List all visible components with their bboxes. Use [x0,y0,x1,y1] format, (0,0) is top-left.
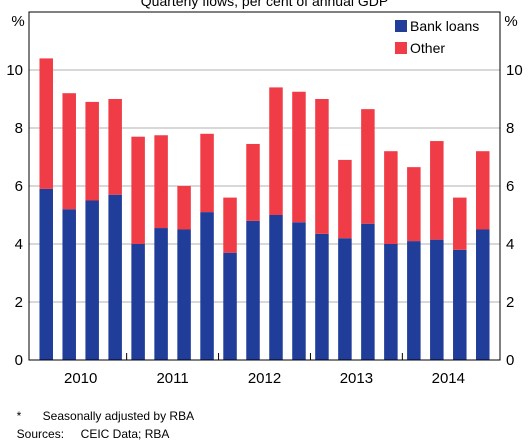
bar-other [223,197,237,253]
footnote-text: Seasonally adjusted by RBA [42,409,195,423]
x-tick-label: 2012 [248,370,281,387]
legend-swatch [395,42,407,54]
bar-bank-loans [315,233,329,360]
bar-other [384,151,398,244]
bar-other [39,58,53,189]
bar-other [85,101,99,201]
bar-other [292,91,306,223]
x-tick-label: 2014 [432,370,465,387]
bar-other [407,167,421,242]
bar-bank-loans [177,229,191,360]
bar-bank-loans [292,222,306,360]
sources-text: CEIC Data; RBA [80,427,170,441]
bar-bank-loans [154,228,168,360]
bar-bank-loans [246,220,260,360]
footnote-seasonal: * Seasonally adjusted by RBA [10,395,194,423]
x-tick-label: 2011 [156,370,188,387]
bar-bank-loans [269,215,283,360]
stacked-bar-chart: 0 2 4 6 8 10% 0 2 4 6 8 10% 2010 2011 2012 2013 2014 B… [6,11,523,387]
x-axis: 2010 2011 2012 2013 2014 [64,353,465,387]
bar-other [453,197,467,250]
y-unit-label-left: % [11,13,24,30]
y-tick-label-left: 4 [15,236,23,253]
bar-other [154,135,168,229]
bar-bank-loans [453,249,467,360]
y-tick-label-left: 10 [6,62,23,79]
bar-other [200,133,214,213]
gridlines [29,69,500,303]
bar-other [476,151,490,230]
legend: Bank loans Other [395,18,479,56]
bar-bank-loans [62,209,76,360]
bar-bank-loans [338,238,352,360]
y-tick-label-right: 6 [506,178,514,195]
bar-bank-loans [430,239,444,360]
bar-other [315,99,329,234]
bar-bank-loans [200,212,214,360]
bar-other [430,141,444,240]
legend-label: Other [410,40,445,56]
bar-other [361,109,375,224]
x-tick-label: 2010 [64,370,97,387]
y-tick-label-right: 0 [506,352,514,369]
bar-bank-loans [39,188,53,360]
footnote-marker: * [16,409,22,423]
y-unit-label-right: % [504,13,517,30]
bar-bank-loans [85,200,99,360]
sources-label: Sources: [16,427,65,441]
bar-bank-loans [361,223,375,360]
y-tick-label-right: 2 [506,294,514,311]
y-tick-label-right: 8 [506,120,514,137]
plot-frame [28,11,501,361]
bar-other [62,93,76,210]
y-tick-label-left: 6 [15,178,23,195]
y-tick-label-right: 4 [506,236,514,253]
bar-other [177,186,191,230]
y-tick-label-right: 10 [506,62,523,79]
y-axis-right: 0 2 4 6 8 10% [504,13,522,369]
bar-bank-loans [407,241,421,360]
bar-other [108,99,122,195]
legend-swatch [395,20,407,32]
footnote-sources: Sources: CEIC Data; RBA [10,413,170,441]
bar-other [338,159,352,239]
bar-bank-loans [223,252,237,360]
bar-other [131,136,145,244]
bar-other [269,87,283,215]
bar-bank-loans [108,194,122,360]
bar-bank-loans [131,244,145,360]
x-tick-label: 2013 [340,370,373,387]
legend-label: Bank loans [410,18,479,34]
y-tick-label-left: 2 [15,294,23,311]
bar-other [246,143,260,221]
y-tick-label-left: 0 [15,352,23,369]
chart-subtitle: Quarterly flows, per cent of annual GDP [140,0,389,9]
bar-bank-loans [384,244,398,360]
y-axis-left: 0 2 4 6 8 10% [6,13,24,369]
y-tick-label-left: 8 [15,120,23,137]
bars [39,58,490,360]
bar-bank-loans [476,229,490,360]
